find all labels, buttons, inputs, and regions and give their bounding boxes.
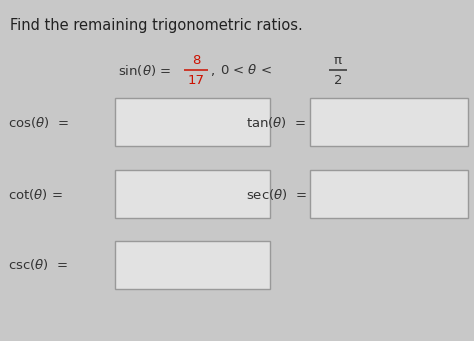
Bar — [310, 170, 468, 218]
Text: 2: 2 — [334, 74, 342, 87]
Text: cos($\theta$)  =: cos($\theta$) = — [8, 115, 69, 130]
Text: π: π — [334, 54, 342, 66]
Bar — [115, 170, 270, 218]
Text: 0 < $\theta$ <: 0 < $\theta$ < — [220, 63, 273, 77]
Bar — [115, 98, 270, 146]
Text: cot($\theta$) =: cot($\theta$) = — [8, 187, 63, 202]
Text: 17: 17 — [188, 74, 204, 87]
Text: ,: , — [210, 65, 214, 78]
Text: tan($\theta$)  =: tan($\theta$) = — [246, 115, 306, 130]
Text: 8: 8 — [192, 54, 200, 66]
Text: sec($\theta$)  =: sec($\theta$) = — [246, 187, 307, 202]
Text: csc($\theta$)  =: csc($\theta$) = — [8, 257, 68, 272]
Bar — [310, 98, 468, 146]
Text: Find the remaining trigonometric ratios.: Find the remaining trigonometric ratios. — [10, 18, 303, 33]
Bar — [115, 241, 270, 289]
Text: sin($\theta$) =: sin($\theta$) = — [118, 62, 173, 77]
